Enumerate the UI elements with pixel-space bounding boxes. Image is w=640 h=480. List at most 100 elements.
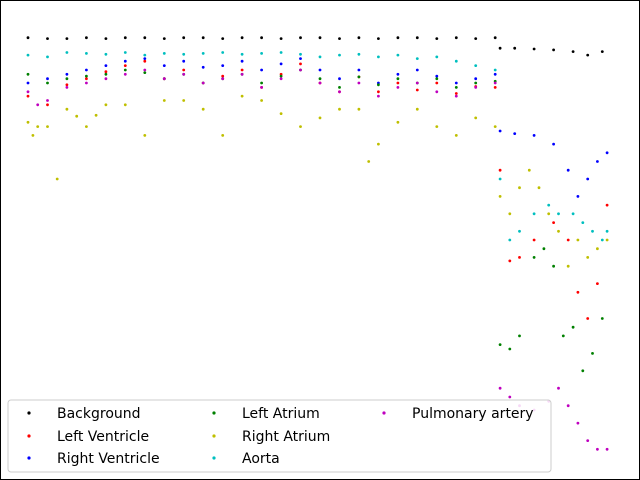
data-point: [338, 86, 341, 89]
data-point: [85, 52, 88, 55]
data-point: [279, 112, 283, 115]
data-point: [396, 86, 400, 89]
data-point: [542, 247, 546, 251]
data-point: [571, 212, 575, 216]
data-point: [493, 125, 497, 128]
data-point: [65, 72, 69, 76]
legend-marker: [382, 411, 386, 415]
data-point: [377, 83, 380, 87]
data-point: [318, 68, 322, 72]
data-point: [26, 120, 30, 124]
data-point: [518, 229, 521, 233]
data-point: [596, 447, 599, 451]
data-point: [586, 439, 590, 442]
data-point: [182, 68, 186, 72]
data-point: [46, 103, 49, 107]
data-point: [508, 212, 512, 216]
data-point: [435, 81, 439, 85]
data-point: [493, 68, 497, 72]
data-point: [415, 36, 419, 40]
data-point: [605, 238, 609, 242]
data-point: [576, 238, 580, 242]
data-point: [26, 72, 30, 76]
data-point: [566, 264, 570, 268]
data-point: [221, 74, 225, 78]
data-point: [508, 238, 512, 242]
data-point: [454, 59, 458, 63]
series-right-ventricle: [26, 57, 609, 198]
data-point: [65, 77, 69, 81]
data-point: [474, 81, 478, 85]
data-point: [221, 134, 225, 137]
legend-label: Right Ventricle: [57, 451, 160, 467]
data-point: [557, 229, 560, 233]
data-point: [435, 77, 439, 81]
data-point: [600, 317, 604, 320]
data-point: [260, 36, 263, 40]
data-point: [260, 81, 263, 85]
data-point: [162, 52, 166, 55]
data-point: [357, 68, 361, 72]
series-aorta: [26, 51, 609, 242]
data-point: [299, 125, 302, 128]
data-point: [377, 90, 380, 94]
data-point: [566, 238, 570, 242]
data-point: [182, 36, 186, 40]
data-point: [162, 64, 166, 67]
data-point: [85, 68, 88, 72]
data-point: [46, 77, 49, 81]
data-point: [240, 36, 244, 40]
data-point: [591, 229, 594, 233]
data-point: [143, 68, 147, 72]
data-point: [85, 36, 88, 40]
data-point: [537, 186, 541, 190]
data-point: [596, 247, 599, 251]
data-point: [104, 52, 108, 56]
data-point: [474, 77, 478, 81]
data-point: [260, 86, 263, 89]
data-point: [338, 77, 341, 81]
legend-item: Right Ventricle: [27, 451, 160, 467]
data-point: [104, 72, 108, 76]
data-point: [299, 57, 302, 60]
data-point: [581, 369, 585, 373]
data-point: [377, 142, 380, 146]
data-point: [318, 81, 322, 85]
data-point: [571, 325, 575, 329]
legend-marker: [27, 456, 31, 460]
data-point: [318, 55, 322, 59]
data-point: [596, 282, 599, 285]
legend-item: Background: [27, 406, 141, 422]
legend-items: Background Left Ventricle Right Ventricle L…: [27, 406, 534, 467]
data-point: [518, 256, 521, 259]
data-point: [338, 53, 341, 57]
data-point: [576, 290, 580, 294]
legend-label: Aorta: [242, 451, 280, 467]
data-point: [566, 168, 570, 172]
data-point: [221, 51, 225, 54]
legend: Background Left Ventricle Right Ventricle L…: [7, 399, 552, 473]
data-point: [201, 65, 205, 69]
data-point: [299, 62, 302, 66]
data-point: [143, 71, 147, 74]
data-point: [318, 116, 322, 120]
data-point: [396, 77, 400, 81]
data-point: [605, 229, 609, 233]
data-point: [357, 107, 361, 111]
data-point: [143, 36, 147, 40]
data-point: [240, 94, 244, 98]
data-point: [338, 107, 341, 111]
data-point: [367, 160, 371, 163]
legend-item: Left Atrium: [212, 406, 320, 422]
data-point: [260, 68, 263, 72]
data-point: [182, 52, 186, 56]
data-point: [201, 52, 205, 55]
data-point: [357, 52, 361, 56]
data-point: [338, 37, 341, 40]
data-point: [532, 238, 536, 242]
data-point: [31, 134, 35, 137]
legend-label: Pulmonary artery: [412, 406, 534, 422]
data-point: [36, 103, 40, 107]
data-point: [454, 94, 458, 98]
data-point: [415, 107, 419, 111]
